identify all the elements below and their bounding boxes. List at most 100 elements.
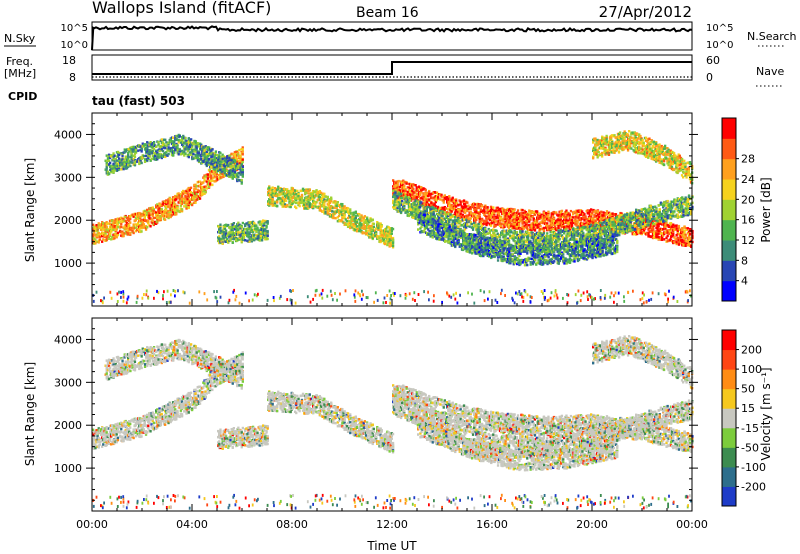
- power-cell: [210, 147, 213, 151]
- power-cell: [228, 175, 231, 178]
- power-cell: [405, 182, 408, 185]
- power-cell: [105, 169, 108, 173]
- power-cell: [211, 179, 214, 182]
- power-cell: [114, 161, 117, 165]
- power-cell: [180, 209, 184, 212]
- power-cell: [461, 207, 464, 210]
- power-cell: [207, 179, 211, 183]
- power-cell: [318, 190, 321, 193]
- power-cell: [404, 188, 407, 191]
- power-cell: [250, 240, 253, 243]
- power-cell: [157, 153, 160, 156]
- power-cell: [528, 217, 531, 220]
- power-cell: [592, 217, 595, 220]
- power-cell: [415, 192, 418, 196]
- power-cell: [201, 192, 204, 195]
- power-cell: [421, 202, 424, 205]
- power-cell: [586, 209, 589, 212]
- power-cell: [241, 175, 244, 178]
- power-cell: [308, 202, 311, 205]
- power-cell: [258, 220, 261, 223]
- power-cell: [339, 204, 342, 207]
- power-cell: [147, 151, 150, 155]
- power-cell: [237, 223, 240, 226]
- power-cell: [452, 205, 455, 209]
- power-cell: [118, 168, 121, 171]
- power-cell: [238, 148, 241, 152]
- power-cell: [572, 221, 575, 225]
- power-cell: [323, 212, 326, 215]
- power-cell: [583, 213, 586, 216]
- power-cell: [528, 211, 531, 214]
- power-cell: [462, 209, 466, 212]
- power-cell: [336, 204, 339, 207]
- power-cell: [386, 225, 389, 229]
- power-cell: [529, 218, 532, 221]
- power-cell: [442, 201, 445, 204]
- power-cell: [114, 167, 117, 170]
- power-cell: [130, 152, 133, 155]
- power-cell: [105, 164, 108, 167]
- power-cell: [157, 208, 160, 211]
- power-cell: [127, 155, 130, 158]
- power-cell: [182, 192, 185, 195]
- power-cell: [177, 141, 180, 144]
- power-cell: [184, 192, 187, 195]
- power-cell: [113, 165, 116, 169]
- power-cell: [215, 170, 218, 174]
- power-cell: [403, 186, 406, 190]
- power-cell: [272, 194, 275, 197]
- power-cell: [530, 223, 533, 226]
- power-cell: [609, 212, 612, 216]
- power-cell: [187, 145, 190, 149]
- power-cell: [565, 209, 568, 212]
- power-cell: [354, 224, 357, 227]
- power-cell: [255, 237, 258, 241]
- power-cell: [600, 224, 603, 228]
- power-cell: [224, 236, 228, 239]
- power-cell: [124, 165, 128, 168]
- power-cell: [314, 204, 317, 208]
- power-cell: [206, 182, 209, 185]
- power-cell: [279, 190, 282, 193]
- power-cell: [179, 199, 182, 203]
- power-cell: [500, 217, 503, 220]
- power-cell: [213, 166, 216, 169]
- power-cell: [573, 219, 576, 223]
- power-cell: [166, 212, 169, 215]
- power-cell: [493, 216, 496, 220]
- power-cell: [380, 231, 383, 235]
- power-cell: [237, 231, 240, 234]
- power-cell: [167, 146, 170, 149]
- power-cell: [371, 218, 374, 221]
- power-cell: [246, 232, 249, 235]
- power-cell: [493, 209, 496, 212]
- power-cell: [331, 210, 334, 213]
- power-cell: [237, 228, 240, 232]
- power-cell: [133, 163, 137, 167]
- power-cell: [375, 227, 378, 230]
- power-cell: [184, 136, 187, 140]
- power-cell: [237, 237, 240, 240]
- power-cell: [486, 206, 489, 209]
- power-cell: [213, 159, 216, 162]
- power-cell: [194, 187, 197, 190]
- power-cell: [583, 219, 586, 222]
- power-cell: [536, 210, 539, 213]
- power-cell: [130, 157, 133, 160]
- power-cell: [281, 197, 284, 200]
- power-cell: [560, 209, 564, 213]
- power-cell: [402, 179, 405, 182]
- power-cell: [170, 205, 173, 209]
- power-cell: [521, 222, 524, 225]
- power-cell: [348, 212, 351, 216]
- power-cell: [210, 174, 213, 177]
- power-cell: [264, 232, 267, 235]
- power-cell: [479, 210, 482, 213]
- power-cell: [407, 188, 411, 191]
- power-cell: [411, 189, 414, 193]
- power-cell: [349, 208, 352, 211]
- power-cell: [148, 214, 151, 217]
- power-cell: [255, 227, 258, 231]
- power-cell: [547, 210, 550, 214]
